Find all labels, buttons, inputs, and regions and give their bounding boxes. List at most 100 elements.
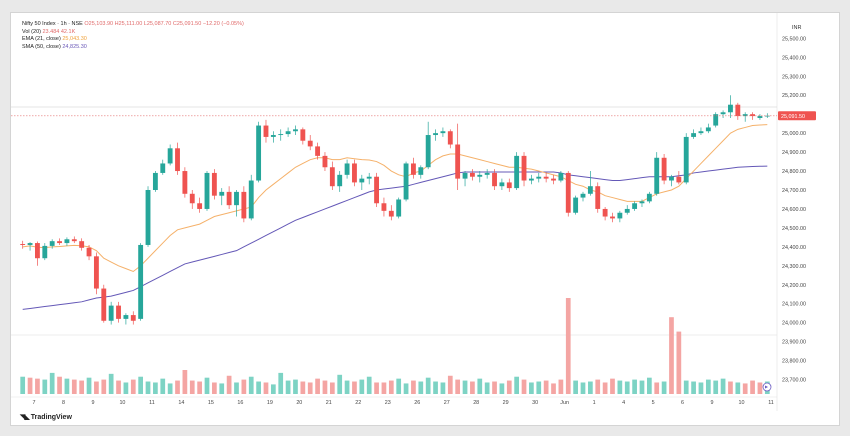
candle: [34, 241, 40, 266]
candle-body: [624, 208, 630, 213]
volume-bar: [315, 378, 320, 394]
volume-bar: [322, 380, 328, 394]
candle: [27, 242, 33, 251]
candle-body: [285, 131, 291, 135]
candle: [256, 121, 262, 183]
candle-body: [396, 199, 402, 217]
volume-bar: [86, 377, 92, 394]
candle-body: [337, 174, 343, 187]
volume-bar: [499, 383, 505, 394]
vol-value-2: 42.1K: [60, 28, 76, 35]
x-tick-label: 26: [414, 400, 420, 406]
candle: [300, 127, 306, 145]
candle-body: [506, 182, 512, 189]
candle-body: [492, 172, 497, 187]
candle: [285, 127, 291, 137]
candle: [536, 172, 542, 183]
candle-body: [433, 133, 438, 136]
volume-bar: [411, 380, 416, 394]
ema-line: [22, 124, 768, 273]
candle: [418, 165, 424, 179]
candle-body: [79, 241, 85, 248]
volume-bar: [646, 377, 652, 394]
candle-body: [698, 131, 704, 134]
volume-bar: [396, 378, 402, 394]
volume-bar: [447, 375, 453, 394]
x-tick-label: 6: [681, 400, 684, 406]
candle-body: [536, 176, 542, 179]
y-tick-label: 23,900.00: [782, 340, 806, 346]
ohlc-values: O25,103.90 H25,111.00 L25,087.70 C25,091…: [84, 21, 244, 27]
candle: [57, 238, 62, 245]
volume-bar: [602, 382, 608, 394]
candle: [344, 159, 350, 179]
sma-label: SMA (50, close): [22, 43, 61, 50]
volume-bar: [270, 384, 276, 394]
volume-bar: [285, 380, 291, 394]
candle-body: [300, 129, 306, 141]
candle: [234, 189, 239, 217]
candle: [189, 189, 195, 209]
tradingview-logo[interactable]: ◥◣ TradingView: [20, 413, 72, 421]
candle: [410, 157, 416, 179]
go-to-realtime-icon[interactable]: [762, 382, 772, 392]
candle: [263, 119, 269, 143]
candle-body: [661, 157, 667, 181]
candle: [528, 174, 534, 185]
candle: [477, 171, 483, 183]
chart-canvas[interactable]: 25,500.0025,400.0025,300.0025,200.0025,1…: [11, 13, 839, 425]
candle-body: [654, 157, 660, 194]
candle-body: [632, 203, 638, 209]
x-tick-label: 30: [532, 400, 538, 406]
volume-bar: [676, 331, 682, 394]
candle: [42, 243, 48, 261]
candle: [307, 135, 313, 151]
sma-value: 24,825.30: [62, 43, 87, 50]
x-tick-label: 10: [739, 400, 745, 406]
candle: [573, 195, 579, 215]
candle-body: [256, 125, 262, 181]
candle: [270, 131, 276, 143]
candle-body: [676, 176, 682, 183]
volume-bar: [683, 380, 689, 394]
candle-body: [278, 134, 284, 136]
volume-bar: [27, 377, 33, 394]
candle: [403, 161, 409, 202]
candle-body: [219, 191, 225, 196]
volume-bar: [197, 381, 202, 394]
volume-bar: [329, 382, 335, 394]
volume-bar: [484, 382, 490, 394]
y-tick-label: 23,800.00: [782, 359, 806, 365]
volume-bar: [698, 382, 704, 394]
volume-bar: [691, 381, 696, 394]
candle-body: [580, 193, 586, 198]
last-price-tag: [778, 111, 816, 121]
volume-bar: [536, 381, 542, 394]
candle: [587, 171, 593, 196]
candle-body: [138, 244, 144, 319]
candle: [720, 110, 726, 118]
volume-bar: [374, 382, 379, 394]
chart-frame: 25,500.0025,400.0025,300.0025,200.0025,1…: [10, 12, 840, 426]
volume-bar: [477, 378, 483, 394]
candle: [204, 171, 210, 211]
candle: [329, 161, 335, 190]
volume-bar: [160, 378, 166, 394]
candle-body: [108, 305, 114, 321]
volume-bar: [381, 382, 387, 394]
candle-body: [374, 176, 380, 204]
candle: [757, 114, 763, 120]
x-tick-label: 5: [652, 400, 655, 406]
y-tick-label: 24,800.00: [782, 169, 806, 175]
candle: [49, 239, 55, 249]
candle-body: [344, 163, 350, 175]
candle: [352, 159, 357, 187]
candle: [506, 178, 512, 192]
candle: [492, 169, 497, 190]
volume-bar: [529, 382, 534, 394]
volume-bar: [256, 381, 261, 394]
candle-body: [484, 172, 490, 175]
candle: [226, 186, 232, 209]
volume-bar: [654, 382, 660, 394]
candle: [654, 152, 660, 196]
